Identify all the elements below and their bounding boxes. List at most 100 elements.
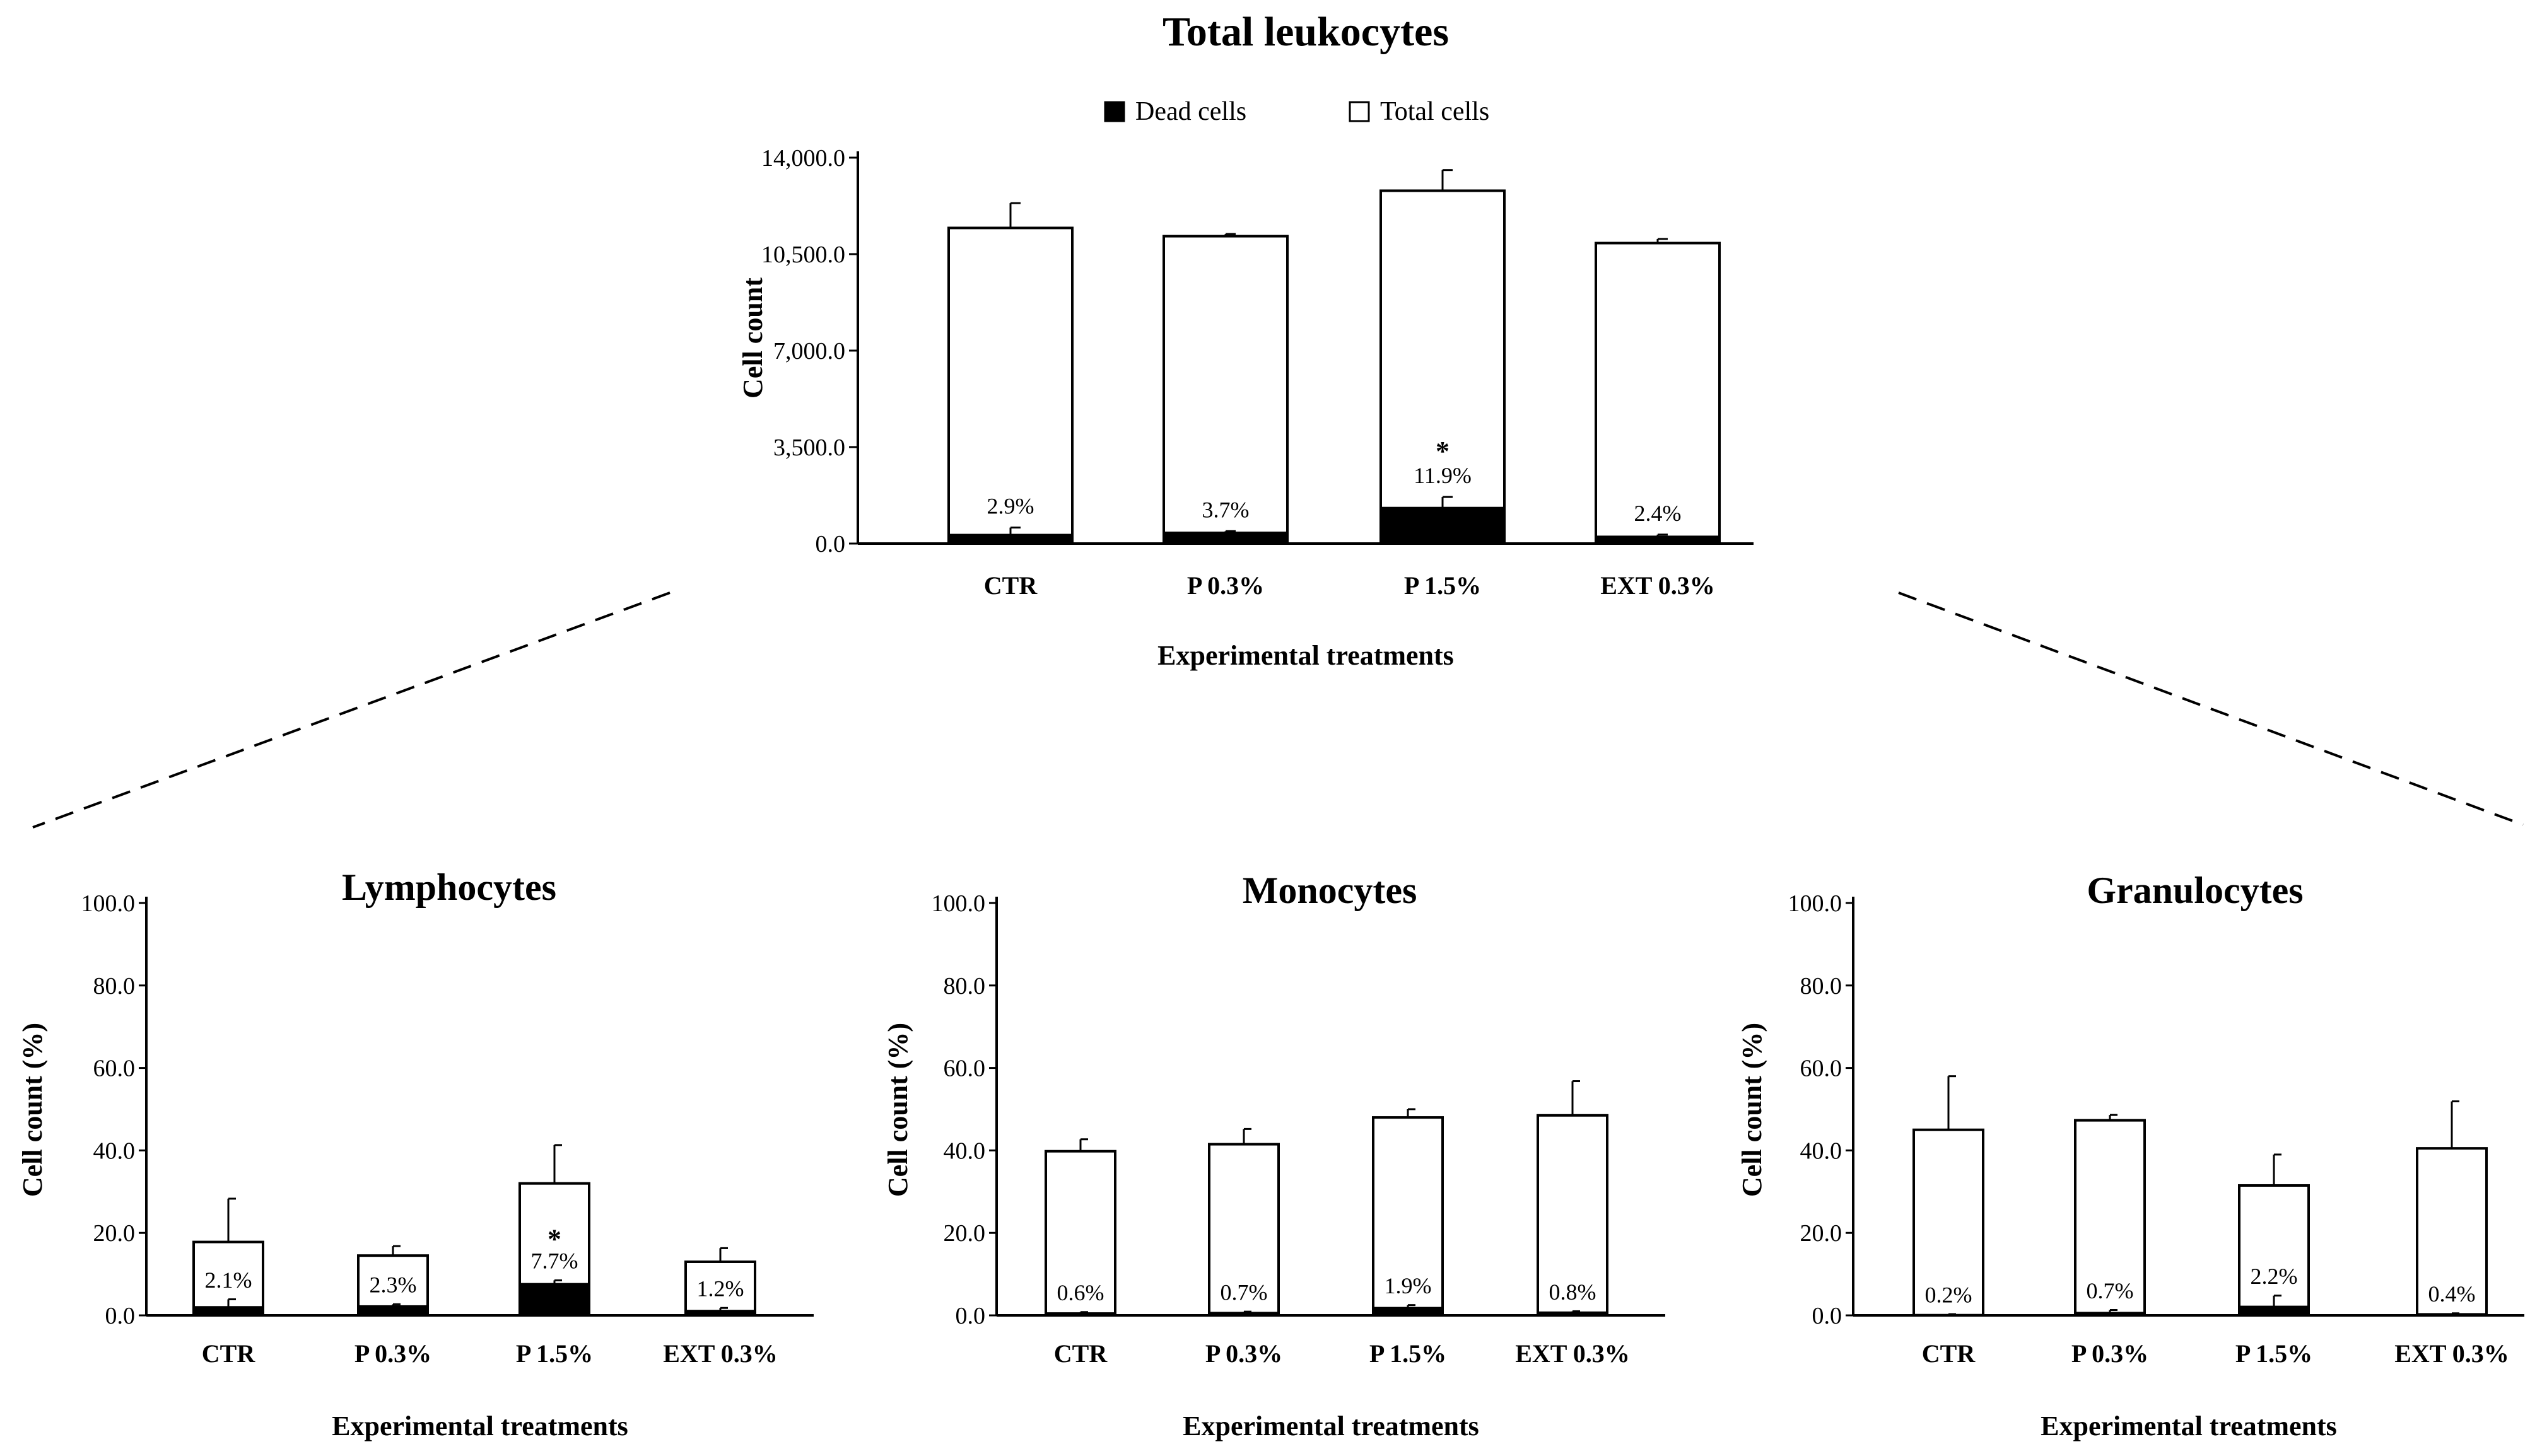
dead-percent-label: 0.8% <box>1549 1279 1596 1305</box>
total-cells-bar <box>2416 1147 2488 1317</box>
y-tick-label: 100.0 <box>1788 890 1842 917</box>
y-tick-label: 20.0 <box>1800 1220 1842 1247</box>
dead-cells-bar <box>1537 1311 1608 1317</box>
category-label: CTR <box>1922 1339 1976 1368</box>
dead-percent-label: 0.4% <box>2428 1281 2476 1307</box>
category-label: P 0.3% <box>1187 571 1264 600</box>
y-axis-label: Cell count (%) <box>882 1023 913 1197</box>
total-cells-bar <box>2074 1119 2146 1317</box>
dead-cells-bar <box>2075 1312 2145 1317</box>
y-tick-label: 40.0 <box>944 1138 986 1164</box>
category-label: CTR <box>984 571 1038 600</box>
category-label: P 1.5% <box>516 1339 593 1368</box>
y-tick-label: 80.0 <box>1800 973 1842 999</box>
dead-cells-bar <box>948 533 1073 544</box>
chart-title: Monocytes <box>1243 870 1417 911</box>
total-cells-bar <box>1163 235 1289 545</box>
dead-cells-bar <box>1380 506 1505 545</box>
x-axis-label: Experimental treatments <box>332 1411 628 1441</box>
y-tick-label: 60.0 <box>1800 1056 1842 1082</box>
dead-cells-bar <box>193 1306 264 1317</box>
y-tick-label: 0.0 <box>105 1303 136 1329</box>
dead-percent-label: 2.9% <box>987 494 1034 519</box>
dead-cells-bar <box>2239 1305 2309 1317</box>
y-tick-label: 100.0 <box>932 890 986 917</box>
dead-cells-bar <box>358 1305 428 1317</box>
category-label: P 0.3% <box>1205 1339 1282 1368</box>
category-label: EXT 0.3% <box>2394 1339 2509 1368</box>
y-tick-label: 14,000.0 <box>761 145 845 172</box>
category-label: EXT 0.3% <box>1600 571 1715 600</box>
legend: Dead cells Total cells <box>1104 97 1489 126</box>
y-tick-label: 40.0 <box>93 1138 136 1164</box>
monocytes-chart: Monocytes 0.0 20.0 40.0 60.0 80.0 100.0 0.6% CTR… <box>882 870 1665 1441</box>
category-label: P 1.5% <box>1404 571 1481 600</box>
x-axis-label: Experimental treatments <box>1157 640 1454 671</box>
legend-dead-label: Dead cells <box>1135 97 1246 126</box>
total-leukocytes-chart: Total leukocytes 0.0 3,500.0 7,000.0 10,500.… <box>737 9 1754 671</box>
dead-cells-bar <box>519 1283 590 1316</box>
dead-percent-label: 2.3% <box>370 1273 417 1298</box>
y-tick-label: 0.0 <box>816 531 846 557</box>
chart-title: Lymphocytes <box>342 866 556 908</box>
dead-cells-bar <box>1209 1312 1279 1317</box>
lymphocytes-chart: Lymphocytes 0.0 20.0 40.0 60.0 80.0 100.0 2.1% C… <box>17 866 814 1441</box>
dead-percent-label: 1.2% <box>697 1276 744 1302</box>
y-tick-label: 3,500.0 <box>773 434 845 461</box>
dead-percent-label: 7.7% <box>531 1249 578 1274</box>
y-tick-label: 10,500.0 <box>761 242 845 268</box>
y-tick-label: 60.0 <box>944 1056 986 1082</box>
dead-cells-bar <box>1045 1312 1116 1316</box>
total-cells-bar <box>1372 1116 1444 1317</box>
significance-marker: * <box>1436 436 1450 467</box>
category-label: P 1.5% <box>1369 1339 1446 1368</box>
dead-cells-bar <box>1373 1307 1443 1316</box>
y-tick-label: 0.0 <box>956 1303 986 1329</box>
dead-percent-label: 3.7% <box>1202 497 1250 522</box>
category-label: EXT 0.3% <box>1515 1339 1630 1368</box>
y-axis-label: Cell count (%) <box>1737 1023 1767 1197</box>
x-axis-label: Experimental treatments <box>2041 1411 2337 1441</box>
y-tick-label: 40.0 <box>1800 1138 1842 1164</box>
dead-cells-bar <box>1163 532 1288 545</box>
dead-percent-label: 2.1% <box>205 1267 252 1293</box>
y-tick-label: 60.0 <box>93 1056 136 1082</box>
category-label: P 1.5% <box>2235 1339 2312 1368</box>
y-tick-label: 100.0 <box>81 890 136 917</box>
connector-line-right <box>1898 591 2524 826</box>
category-label: EXT 0.3% <box>663 1339 778 1368</box>
y-tick-label: 20.0 <box>93 1220 136 1247</box>
legend-dead-swatch <box>1104 101 1125 122</box>
legend-total-swatch <box>1349 101 1370 122</box>
dead-percent-label: 0.2% <box>1925 1282 1972 1307</box>
category-label: P 0.3% <box>2071 1339 2148 1368</box>
dead-percent-label: 0.6% <box>1057 1280 1104 1305</box>
x-axis-label: Experimental treatments <box>1183 1411 1479 1441</box>
y-tick-label: 80.0 <box>93 973 136 999</box>
total-cells-bar <box>1379 189 1506 545</box>
y-tick-label: 80.0 <box>944 973 986 999</box>
total-cells-bar <box>1595 242 1721 545</box>
y-tick-label: 0.0 <box>1812 1303 1842 1329</box>
total-cells-bar <box>2238 1184 2310 1317</box>
dead-cells-bar <box>685 1310 756 1317</box>
category-label: CTR <box>202 1339 256 1368</box>
dead-percent-label: 1.9% <box>1385 1273 1432 1298</box>
category-label: P 0.3% <box>354 1339 431 1368</box>
y-axis-label: Cell count (%) <box>17 1023 48 1197</box>
dead-percent-label: 2.2% <box>2251 1264 2298 1289</box>
dead-percent-label: 0.7% <box>2087 1278 2134 1303</box>
category-label: CTR <box>1054 1339 1108 1368</box>
dead-percent-label: 0.7% <box>1221 1279 1268 1305</box>
significance-marker: * <box>548 1224 561 1255</box>
dead-percent-label: 2.4% <box>1634 501 1682 526</box>
y-tick-label: 20.0 <box>944 1220 986 1247</box>
chart-title: Granulocytes <box>2087 870 2303 911</box>
granulocytes-chart: Granulocytes 0.0 20.0 40.0 60.0 80.0 100.0 0.2%… <box>1737 870 2524 1441</box>
total-cells-bar <box>1208 1143 1280 1317</box>
dead-percent-label: 11.9% <box>1414 463 1472 488</box>
dead-cells-bar <box>1595 535 1720 544</box>
chart-title: Total leukocytes <box>1163 9 1449 55</box>
y-tick-label: 7,000.0 <box>773 338 845 364</box>
